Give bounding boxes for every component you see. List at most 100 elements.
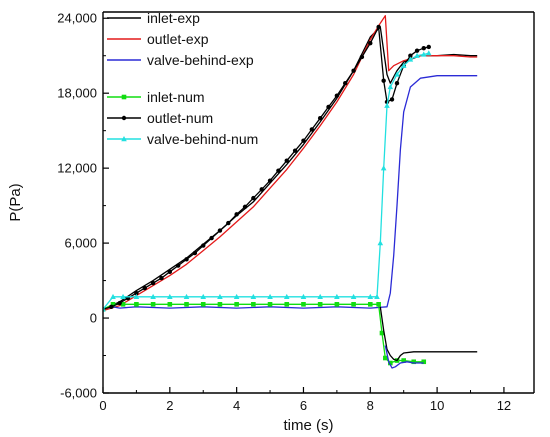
data-point-outlet-num bbox=[326, 104, 331, 110]
series-line-valve-behind-exp bbox=[103, 75, 478, 309]
data-point-valve-behind-num bbox=[217, 293, 223, 300]
legend-label-valve-behind-num: valve-behind-num bbox=[147, 131, 258, 147]
data-point-valve-behind-num bbox=[384, 102, 390, 108]
data-point-outlet-num bbox=[234, 212, 239, 217]
data-point-valve-behind-num bbox=[167, 293, 173, 300]
data-point-outlet-num bbox=[426, 44, 431, 50]
x-tick-label: 6 bbox=[300, 398, 307, 413]
data-point-valve-behind-num bbox=[400, 62, 407, 68]
data-point-inlet-num bbox=[110, 302, 116, 307]
data-point-valve-behind-num bbox=[420, 51, 427, 57]
data-point-inlet-num bbox=[351, 302, 356, 307]
legend-label-valve-behind-exp: valve-behind-exp bbox=[147, 52, 254, 68]
data-point-outlet-num bbox=[309, 127, 315, 132]
x-tick-label: 12 bbox=[497, 398, 511, 413]
data-point-outlet-num bbox=[159, 275, 164, 281]
data-point-inlet-num bbox=[150, 302, 156, 307]
data-point-valve-behind-num bbox=[414, 52, 420, 58]
data-point-outlet-num bbox=[408, 53, 413, 58]
data-point-outlet-num bbox=[284, 158, 289, 163]
data-point-inlet-num bbox=[134, 302, 139, 307]
series-line-outlet-num bbox=[103, 26, 429, 310]
data-point-inlet-num bbox=[284, 302, 290, 307]
legend-item-inlet-exp: inlet-exp bbox=[107, 10, 200, 26]
data-point-inlet-num bbox=[379, 330, 385, 336]
data-point-valve-behind-num bbox=[367, 293, 374, 300]
data-point-valve-behind-num bbox=[133, 293, 140, 300]
data-point-outlet-num bbox=[117, 300, 122, 306]
data-point-outlet-num bbox=[376, 24, 381, 30]
data-point-outlet-num bbox=[421, 46, 426, 51]
data-point-valve-behind-num bbox=[334, 293, 340, 300]
data-point-outlet-num bbox=[259, 187, 264, 192]
data-point-valve-behind-num bbox=[300, 293, 307, 300]
x-tick-label: 4 bbox=[233, 398, 240, 413]
data-point-inlet-num bbox=[120, 302, 126, 307]
data-point-outlet-num bbox=[343, 81, 348, 86]
data-point-outlet-num bbox=[192, 250, 198, 256]
data-point-valve-behind-num bbox=[407, 56, 414, 62]
data-point-inlet-num bbox=[421, 359, 427, 365]
data-point-valve-behind-num bbox=[267, 293, 273, 300]
legend-item-valve-behind-exp: valve-behind-exp bbox=[107, 52, 254, 68]
data-point-inlet-num bbox=[383, 355, 388, 361]
data-point-outlet-num bbox=[394, 81, 400, 86]
data-point-valve-behind-num bbox=[283, 293, 290, 300]
data-point-valve-behind-num bbox=[374, 293, 380, 300]
legend-item-outlet-num: outlet-num bbox=[107, 110, 213, 126]
data-point-inlet-num bbox=[411, 359, 417, 365]
y-tick-label: 0 bbox=[90, 311, 97, 326]
data-point-inlet-num bbox=[184, 302, 189, 307]
data-point-outlet-num bbox=[359, 54, 365, 60]
data-point-inlet-num bbox=[234, 302, 239, 307]
data-point-valve-behind-num bbox=[250, 293, 257, 300]
legend-item-inlet-num: inlet-num bbox=[107, 89, 205, 105]
data-point-valve-behind-num bbox=[233, 293, 240, 300]
data-point-outlet-num bbox=[167, 269, 173, 275]
y-axis-title: P(Pa) bbox=[7, 183, 24, 221]
x-tick-label: 10 bbox=[430, 398, 444, 413]
y-tick-label: 24,000 bbox=[57, 11, 97, 26]
data-point-valve-behind-num bbox=[317, 293, 323, 300]
data-point-inlet-num bbox=[200, 302, 206, 307]
data-point-outlet-num bbox=[414, 48, 420, 53]
data-point-inlet-num bbox=[401, 358, 406, 363]
data-point-outlet-num bbox=[150, 280, 156, 286]
series-line-inlet-num bbox=[103, 303, 424, 364]
data-point-outlet-num bbox=[217, 228, 223, 233]
series-line-extra-7 bbox=[384, 345, 424, 369]
x-tick-label: 8 bbox=[367, 398, 374, 413]
data-point-valve-behind-num bbox=[377, 240, 384, 246]
data-point-inlet-num bbox=[388, 360, 393, 366]
data-point-inlet-num bbox=[317, 302, 323, 307]
data-point-outlet-num bbox=[201, 243, 206, 248]
data-point-inlet-num bbox=[334, 302, 340, 307]
data-point-valve-behind-num bbox=[380, 165, 387, 171]
data-point-valve-behind-num bbox=[110, 293, 116, 300]
data-point-outlet-num bbox=[292, 148, 298, 153]
data-point-outlet-num bbox=[301, 138, 306, 143]
data-point-inlet-num bbox=[251, 302, 256, 307]
data-point-inlet-num bbox=[301, 302, 306, 307]
data-point-valve-behind-num bbox=[394, 71, 400, 77]
legend-label-outlet-exp: outlet-exp bbox=[147, 31, 209, 47]
data-point-inlet-num bbox=[217, 302, 223, 307]
data-point-outlet-num bbox=[276, 168, 281, 173]
y-tick-label: 18,000 bbox=[57, 86, 97, 101]
data-point-valve-behind-num bbox=[183, 293, 190, 300]
data-point-outlet-num bbox=[242, 204, 248, 210]
legend: inlet-exp outlet-exp valve-behind-exp inlet… bbox=[107, 10, 258, 147]
data-point-valve-behind-num bbox=[120, 293, 126, 300]
legend-label-outlet-num: outlet-num bbox=[147, 110, 213, 126]
data-point-outlet-num bbox=[251, 195, 256, 201]
y-tick-label: -6,000 bbox=[60, 386, 97, 401]
data-point-outlet-num bbox=[381, 78, 386, 83]
data-point-outlet-num bbox=[267, 178, 273, 183]
legend-marker-outlet-num bbox=[121, 115, 127, 121]
data-point-outlet-num bbox=[175, 263, 181, 268]
data-point-outlet-num bbox=[368, 41, 373, 46]
data-point-outlet-num bbox=[389, 97, 395, 102]
legend-marker-valve-behind-num bbox=[121, 136, 127, 142]
